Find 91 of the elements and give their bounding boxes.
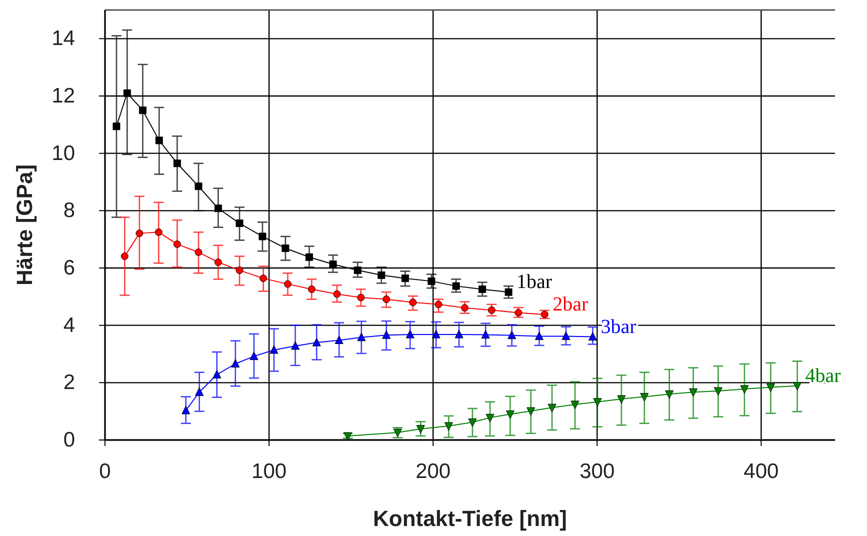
point xyxy=(344,432,352,441)
point xyxy=(504,288,512,296)
point xyxy=(548,404,556,412)
point xyxy=(570,400,580,410)
point xyxy=(689,388,698,397)
point xyxy=(329,260,337,268)
point xyxy=(382,330,391,339)
point xyxy=(112,122,120,130)
y-tick-label: 6 xyxy=(63,256,75,280)
point xyxy=(766,384,775,392)
point xyxy=(194,248,202,256)
point xyxy=(409,298,417,306)
point xyxy=(461,304,468,312)
y-axis-title: Härte [GPa] xyxy=(12,164,37,286)
point xyxy=(214,204,222,212)
y-tick-label: 14 xyxy=(52,27,76,50)
point xyxy=(212,370,222,378)
x-tick-label: 200 xyxy=(416,460,451,483)
point xyxy=(665,390,674,399)
point xyxy=(562,331,570,340)
point xyxy=(136,230,144,238)
point xyxy=(428,277,436,285)
y-tick-label: 4 xyxy=(63,314,76,337)
point xyxy=(250,352,258,360)
point xyxy=(357,332,366,342)
point xyxy=(155,136,163,144)
point xyxy=(260,274,268,282)
point xyxy=(454,330,464,338)
point xyxy=(378,271,386,279)
point xyxy=(481,330,490,339)
point xyxy=(123,89,131,97)
x-tick-label: 300 xyxy=(580,460,615,483)
point xyxy=(401,274,409,282)
point xyxy=(714,387,722,396)
point xyxy=(468,418,477,427)
point xyxy=(488,306,496,314)
point xyxy=(534,331,544,340)
series-label: 1bar xyxy=(516,271,552,294)
point xyxy=(173,160,181,168)
point xyxy=(416,425,425,434)
point xyxy=(357,294,365,302)
point xyxy=(526,407,536,416)
point xyxy=(617,395,626,404)
point xyxy=(194,182,202,190)
point xyxy=(640,392,649,402)
y-tick-label: 12 xyxy=(52,84,75,108)
point xyxy=(593,398,602,407)
point xyxy=(793,382,802,391)
point xyxy=(236,220,244,228)
point xyxy=(173,240,181,248)
point xyxy=(258,232,266,240)
point xyxy=(214,258,222,266)
point xyxy=(138,106,146,114)
point xyxy=(182,406,190,414)
point xyxy=(270,345,278,354)
point xyxy=(284,280,292,288)
point xyxy=(282,244,290,252)
series-label: 2bar xyxy=(552,293,589,316)
point xyxy=(588,332,597,341)
point xyxy=(406,330,414,338)
point xyxy=(508,330,516,340)
x-axis-title: Kontakt-Tiefe [nm] xyxy=(373,506,567,531)
y-tick-label: 10 xyxy=(52,142,75,165)
point xyxy=(478,285,486,293)
point xyxy=(432,330,440,338)
point xyxy=(308,285,316,293)
point xyxy=(231,358,240,368)
point xyxy=(291,341,300,350)
point xyxy=(486,414,494,422)
point xyxy=(444,422,453,431)
point xyxy=(305,253,313,261)
x-tick-label: 100 xyxy=(252,460,287,483)
point xyxy=(334,335,344,344)
point xyxy=(195,387,204,396)
y-tick-label: 2 xyxy=(63,371,75,394)
series-label: 4bar xyxy=(805,364,842,387)
point xyxy=(312,338,321,346)
point xyxy=(382,296,390,303)
y-tick-label: 0 xyxy=(63,428,75,452)
point xyxy=(740,385,749,394)
point xyxy=(154,228,162,236)
point xyxy=(506,410,514,419)
point xyxy=(434,300,442,308)
point xyxy=(452,282,460,290)
point xyxy=(333,290,341,298)
y-tick-label: 8 xyxy=(63,199,75,222)
point xyxy=(236,266,244,274)
point xyxy=(120,252,128,260)
x-tick-label: 0 xyxy=(99,460,111,483)
point xyxy=(354,266,362,274)
x-tick-label: 400 xyxy=(744,460,779,483)
